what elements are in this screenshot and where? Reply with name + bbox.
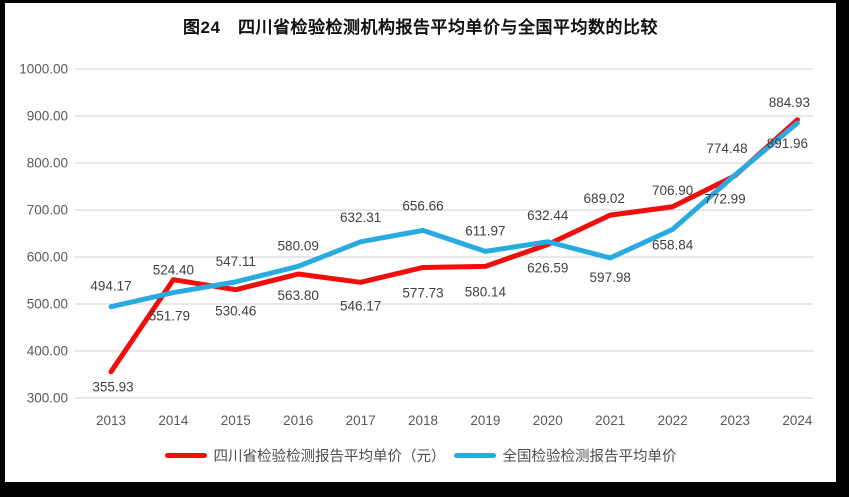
x-tick-label: 2023 (720, 413, 750, 428)
y-tick-label: 900.00 (27, 109, 68, 124)
data-label: 891.96 (767, 136, 808, 151)
legend-line-swatch-red (164, 453, 207, 458)
y-tick-label: 500.00 (27, 297, 68, 312)
x-tick-label: 2015 (221, 413, 251, 428)
data-label: 632.31 (340, 210, 381, 225)
x-tick-label: 2018 (408, 413, 438, 428)
series-line-0 (108, 117, 800, 375)
data-label: 355.93 (92, 380, 133, 395)
data-label: 547.11 (216, 254, 256, 269)
legend-line-swatch-blue (453, 453, 496, 458)
chart-svg: 300.00 400.00 500.00 600.00 700.00 800.00 900.… (19, 62, 813, 428)
x-tick-label: 2019 (470, 413, 500, 428)
y-tick-label: 600.00 (27, 250, 68, 265)
legend-label-national: 全国检验检测报告平均单价 (502, 449, 677, 465)
data-label: 774.48 (706, 141, 747, 156)
data-label: 546.17 (340, 298, 381, 313)
y-tick-label: 300.00 (27, 391, 68, 406)
data-label: 580.14 (465, 284, 507, 299)
data-label: 706.90 (652, 183, 693, 198)
data-label: 611.97 (465, 223, 505, 238)
data-label: 524.40 (153, 263, 194, 278)
data-label: 884.93 (769, 95, 810, 110)
data-label: 494.17 (90, 279, 131, 294)
x-tick-label: 2016 (283, 413, 313, 428)
x-tick-label: 2014 (158, 413, 189, 428)
y-tick-label: 800.00 (27, 156, 68, 171)
data-label: 597.98 (590, 270, 631, 285)
data-label: 563.80 (278, 288, 319, 303)
data-label: 632.44 (527, 208, 569, 223)
y-tick-label: 400.00 (27, 344, 68, 359)
x-tick-label: 2022 (658, 413, 688, 428)
chart-area: 图24 四川省检验检测机构报告平均单价与全国平均数的比较 300.00 400.0… (5, 3, 836, 482)
chart-title: 图24 四川省检验检测机构报告平均单价与全国平均数的比较 (183, 18, 658, 37)
x-tick-label: 2013 (96, 413, 126, 428)
data-label: 772.99 (704, 192, 745, 207)
x-tick-label: 2021 (595, 413, 625, 428)
legend-item-national: 全国检验检测报告平均单价 (453, 445, 677, 466)
data-label: 626.59 (527, 261, 568, 276)
legend-label-sichuan: 四川省检验检测报告平均单价（元） (213, 449, 446, 465)
legend-item-sichuan: 四川省检验检测报告平均单价（元） (164, 445, 446, 466)
data-label: 689.02 (584, 191, 625, 206)
data-label: 577.73 (402, 285, 443, 300)
data-label: 551.79 (149, 309, 190, 324)
data-label: 658.84 (652, 237, 694, 252)
y-tick-label: 700.00 (27, 203, 68, 218)
chart-legend: 四川省检验检测报告平均单价（元） 全国检验检测报告平均单价 (5, 445, 836, 466)
series-line-1 (108, 120, 800, 310)
x-tick-label: 2024 (782, 413, 813, 428)
y-tick-label: 1000.00 (19, 62, 68, 77)
x-tick-label: 2020 (533, 413, 563, 428)
data-label: 580.09 (278, 238, 319, 253)
data-label: 656.66 (402, 198, 443, 213)
x-tick-label: 2017 (346, 413, 376, 428)
data-label: 530.46 (215, 304, 256, 319)
